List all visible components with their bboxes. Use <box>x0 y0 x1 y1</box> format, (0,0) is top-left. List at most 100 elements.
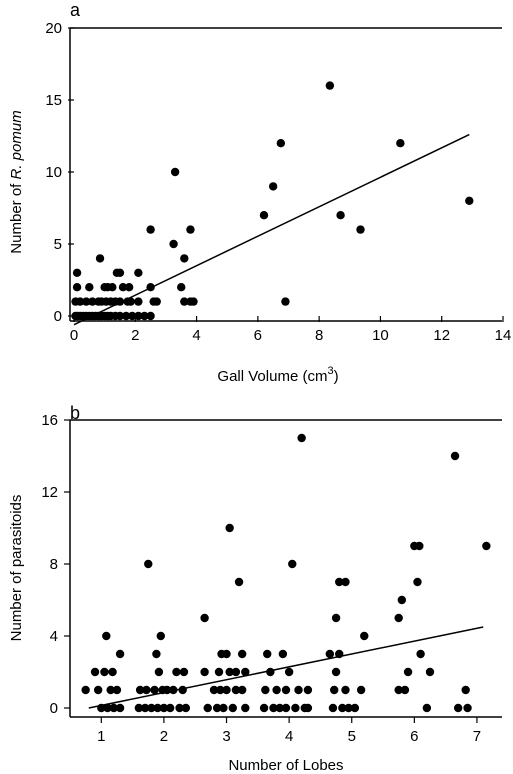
data-point <box>113 686 121 694</box>
data-point <box>150 686 158 694</box>
y-tick-label: 20 <box>45 20 62 37</box>
panel-label-a: a <box>70 0 81 20</box>
data-point <box>182 704 190 712</box>
x-tick-label: 3 <box>222 728 230 745</box>
panel-a-y-axis-label: Number of R. pomum <box>8 110 25 253</box>
x-tick-label: 4 <box>285 728 293 745</box>
x-tick-label: 12 <box>433 327 450 344</box>
data-point <box>96 254 104 262</box>
data-point <box>360 632 368 640</box>
x-tick-label: 4 <box>192 327 200 344</box>
data-point <box>219 704 227 712</box>
data-point <box>204 704 212 712</box>
data-point <box>180 668 188 676</box>
data-point <box>94 686 102 694</box>
panel-b-y-axis-label: Number of parasitoids <box>8 495 25 642</box>
data-point <box>144 560 152 568</box>
data-point <box>291 704 299 712</box>
data-point <box>394 614 402 622</box>
data-point <box>177 283 185 291</box>
data-point <box>423 704 431 712</box>
data-point <box>341 686 349 694</box>
x-tick-label: 14 <box>495 327 512 344</box>
data-point <box>189 297 197 305</box>
x-tick-label: 6 <box>254 327 262 344</box>
data-point <box>396 139 404 147</box>
data-point <box>413 578 421 586</box>
data-point <box>134 297 142 305</box>
data-point <box>454 704 462 712</box>
data-point <box>332 614 340 622</box>
data-point <box>222 650 230 658</box>
data-point <box>146 225 154 233</box>
data-point <box>200 614 208 622</box>
data-point <box>260 211 268 219</box>
data-point <box>285 668 293 676</box>
data-point <box>336 211 344 219</box>
data-point <box>326 650 334 658</box>
y-tick-label: 4 <box>50 628 58 645</box>
y-tick-label: 8 <box>50 556 58 573</box>
data-point <box>125 283 133 291</box>
data-point <box>482 542 490 550</box>
data-point <box>351 704 359 712</box>
y-tick-label: 10 <box>45 164 62 181</box>
data-point <box>461 686 469 694</box>
data-point <box>81 686 89 694</box>
data-point <box>277 139 285 147</box>
data-point <box>404 668 412 676</box>
x-tick-label: 5 <box>348 728 356 745</box>
data-point <box>451 452 459 460</box>
data-point <box>282 704 290 712</box>
data-point <box>222 686 230 694</box>
data-point <box>73 269 81 277</box>
data-point <box>235 578 243 586</box>
x-tick-label: 2 <box>160 728 168 745</box>
y-tick-label: 0 <box>54 308 62 325</box>
data-point <box>282 686 290 694</box>
data-point <box>180 254 188 262</box>
data-point <box>294 686 302 694</box>
data-point <box>166 704 174 712</box>
data-point <box>108 668 116 676</box>
data-point <box>304 686 312 694</box>
data-point <box>304 704 312 712</box>
data-point <box>357 686 365 694</box>
data-point <box>157 632 165 640</box>
data-point <box>329 704 337 712</box>
data-point <box>134 269 142 277</box>
data-point <box>426 668 434 676</box>
data-point <box>297 434 305 442</box>
data-point <box>100 668 108 676</box>
x-tick-label: 7 <box>473 728 481 745</box>
x-tick-label: 8 <box>315 327 323 344</box>
data-point <box>415 542 423 550</box>
data-point <box>116 704 124 712</box>
data-point <box>116 650 124 658</box>
panel-a: a 0 2 4 6 8 10 12 14 05101520 Gall Volume (cm3)… <box>8 0 511 385</box>
data-point <box>326 81 334 89</box>
x-tick-label: 2 <box>131 327 139 344</box>
x-tick-label: 0 <box>70 327 78 344</box>
data-point <box>465 197 473 205</box>
x-tick-label: 6 <box>410 728 418 745</box>
data-point <box>108 283 116 291</box>
data-point <box>261 686 269 694</box>
data-point <box>146 312 154 320</box>
data-point <box>215 668 223 676</box>
panel-a-x-axis-label: Gall Volume (cm3) <box>217 365 338 385</box>
data-point <box>171 168 179 176</box>
data-point <box>225 524 233 532</box>
y-tick-label: 5 <box>54 236 62 253</box>
y-tick-label: 16 <box>41 412 58 429</box>
panel-b-trendline <box>89 627 483 708</box>
data-point <box>152 650 160 658</box>
data-point <box>272 686 280 694</box>
data-point <box>330 686 338 694</box>
data-point <box>279 650 287 658</box>
data-point <box>401 686 409 694</box>
data-point <box>102 632 110 640</box>
data-point <box>341 578 349 586</box>
data-point <box>142 686 150 694</box>
